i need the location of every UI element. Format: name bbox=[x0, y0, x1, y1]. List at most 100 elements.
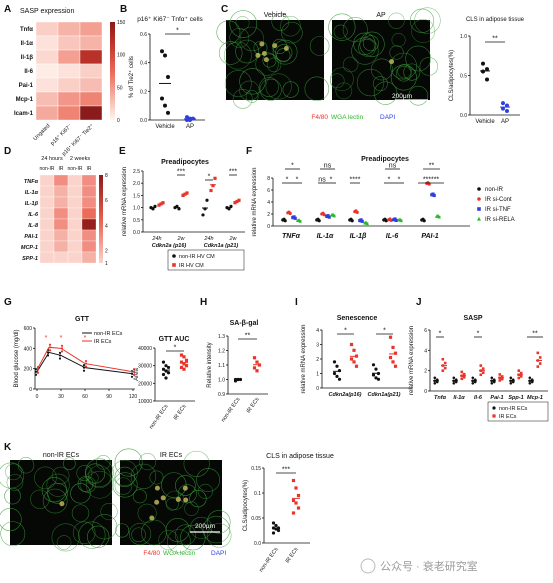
C-vehicle-cell-outline bbox=[223, 41, 252, 70]
I-point bbox=[332, 360, 337, 364]
K-ir-cell-outline bbox=[137, 503, 157, 523]
G-point bbox=[58, 354, 62, 357]
D-cell bbox=[67, 218, 83, 231]
C-ap-cell-outline bbox=[333, 24, 348, 39]
H-y-axis-label: Relative intensity bbox=[207, 342, 213, 387]
G-auc-point bbox=[164, 364, 168, 368]
F-sig-label: * bbox=[286, 177, 289, 184]
A-row-label: Icam-1 bbox=[14, 111, 34, 117]
K-ir-cell-outline bbox=[158, 530, 179, 551]
C-vehicle-cls-signal bbox=[263, 57, 269, 63]
E-x-label: 2w bbox=[176, 236, 185, 242]
I-x-label: Cdkn2a(p16) bbox=[328, 392, 361, 398]
D-cell bbox=[39, 185, 55, 198]
F-legend-marker bbox=[477, 197, 481, 201]
J-point bbox=[479, 373, 483, 377]
A-colorbar-tick: 0 bbox=[117, 118, 120, 124]
K-point bbox=[274, 523, 278, 528]
H-x-label: non-IR ECs bbox=[220, 397, 241, 424]
A-cell bbox=[57, 105, 81, 121]
J-point bbox=[536, 365, 540, 368]
C-ap-cell-outline bbox=[389, 45, 404, 60]
G-point bbox=[132, 370, 136, 373]
F-point bbox=[432, 193, 436, 198]
G-x-tick-label: 0 bbox=[36, 394, 39, 400]
C-ap-cell-outline bbox=[372, 76, 388, 92]
J-point bbox=[462, 372, 466, 376]
I-point bbox=[388, 335, 393, 339]
A-row-label: Pai-1 bbox=[19, 83, 34, 89]
K-point bbox=[291, 498, 296, 503]
K-nonir-cell-outline bbox=[0, 462, 25, 489]
F-x-label: IL-6 bbox=[386, 233, 399, 240]
F-point bbox=[360, 219, 364, 223]
K-nonir-cell-outline bbox=[51, 523, 80, 552]
panel-label-H: H bbox=[200, 297, 207, 308]
K-ir-cell-outline bbox=[141, 519, 167, 546]
E-point bbox=[213, 176, 217, 180]
B-point bbox=[160, 49, 164, 54]
J-point bbox=[460, 370, 464, 374]
G-y-tick-label: 600 bbox=[24, 326, 33, 332]
panel-label-J: J bbox=[416, 297, 422, 308]
F-point bbox=[327, 215, 331, 219]
D-cell bbox=[53, 196, 69, 209]
K-ir-cell-outline bbox=[183, 450, 210, 477]
C-vehicle-cell-outline bbox=[265, 73, 292, 100]
F-legend-marker bbox=[477, 187, 481, 191]
C-vehicle-cell-outline bbox=[275, 44, 293, 62]
K-nonir-cell-outline bbox=[5, 463, 22, 481]
G-auc-y-tick-label: 30000 bbox=[138, 364, 152, 370]
G-point bbox=[48, 346, 52, 349]
D-colorbar bbox=[99, 175, 103, 263]
K-point bbox=[291, 478, 296, 483]
A-cell bbox=[35, 105, 59, 121]
C-vehicle-cell-outline bbox=[259, 78, 282, 101]
K-nonir-cell-outline bbox=[79, 476, 96, 493]
C-vehicle-cls-signal bbox=[272, 43, 278, 49]
D-cell bbox=[67, 229, 83, 242]
D-cell bbox=[53, 207, 69, 220]
C-ap-cell-outline bbox=[373, 81, 398, 105]
E-sig-label: *** bbox=[177, 169, 185, 176]
C-point bbox=[501, 106, 505, 111]
J-point bbox=[519, 371, 523, 375]
E-point bbox=[185, 191, 189, 195]
B-x-label: Vehicle bbox=[155, 124, 175, 130]
E-y-tick-label: 0.5 bbox=[133, 218, 140, 224]
F-y-tick-label: 2 bbox=[267, 212, 270, 218]
H-title: SA-β-gal bbox=[230, 320, 259, 327]
C-stain-wga: WGA lectin bbox=[331, 114, 364, 121]
K-y-tick-label: 0.05 bbox=[251, 516, 261, 522]
K-nonir-cls-signal bbox=[59, 501, 65, 507]
G-point bbox=[130, 372, 134, 375]
C-vehicle-cls-signal bbox=[259, 41, 265, 47]
A-row-label: Mcp-1 bbox=[16, 97, 34, 103]
J-point bbox=[509, 376, 513, 380]
C-point bbox=[485, 77, 489, 82]
E-point bbox=[161, 201, 165, 205]
D-colorbar-tick: 2 bbox=[105, 248, 108, 254]
C-point bbox=[505, 109, 509, 114]
G-auc-point bbox=[182, 362, 186, 366]
A-cell bbox=[35, 21, 59, 37]
J-legend-label: non-IR ECs bbox=[499, 406, 528, 412]
J-x-label: Il-6 bbox=[474, 395, 483, 401]
F-x-label: TNFα bbox=[282, 233, 301, 240]
J-point bbox=[519, 375, 523, 378]
A-cell bbox=[79, 21, 103, 37]
J-point bbox=[473, 378, 477, 381]
F-sig-label: ns bbox=[318, 177, 326, 184]
D-colorbar-tick: 6 bbox=[105, 198, 108, 204]
K-ir-cell-outline bbox=[138, 453, 157, 471]
I-title: Senescence bbox=[337, 315, 378, 322]
J-point bbox=[462, 375, 466, 379]
G-point bbox=[84, 362, 88, 365]
G-auc-title: GTT AUC bbox=[159, 336, 190, 343]
G-auc-point bbox=[179, 365, 184, 370]
D-cell bbox=[81, 174, 97, 187]
K-ir-cell-outline bbox=[130, 463, 157, 490]
A-cell bbox=[57, 77, 81, 93]
I-point bbox=[349, 342, 354, 347]
J-y-tick-label: 4 bbox=[424, 348, 427, 354]
